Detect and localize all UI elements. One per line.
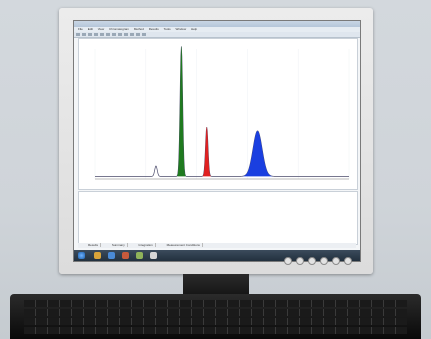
explorer-icon[interactable]	[94, 252, 101, 259]
key-row	[24, 309, 407, 316]
table-row[interactable]	[93, 220, 237, 224]
toolbar-icon[interactable]	[94, 33, 98, 36]
toolbar-icon[interactable]	[130, 33, 134, 36]
menu-item-edit[interactable]: Edit	[87, 27, 93, 31]
browser-icon[interactable]	[108, 252, 115, 259]
toolbar-icon[interactable]	[118, 33, 122, 36]
toolbar-icon[interactable]	[136, 33, 140, 36]
results-table	[78, 191, 358, 245]
toolbar-icon[interactable]	[106, 33, 110, 36]
chromatogram-trace	[95, 46, 349, 177]
menu-bar: File Edit View Chromatogram Method Resul…	[74, 27, 360, 32]
tab-results[interactable]: Results	[86, 243, 102, 247]
keyboard	[10, 294, 421, 339]
start-button-icon[interactable]	[78, 252, 85, 259]
tab-summary[interactable]: Summary	[109, 243, 128, 247]
chromatogram-peak	[242, 130, 273, 177]
monitor-button[interactable]	[284, 257, 292, 265]
chromatography-app-icon[interactable]	[150, 252, 157, 259]
table-row[interactable]	[93, 208, 237, 212]
toolbar-icon[interactable]	[112, 33, 116, 36]
tab-measurement-conditions[interactable]: Measurement Conditions	[164, 243, 203, 247]
table-row[interactable]	[93, 214, 237, 218]
chromatogram-plot	[94, 46, 350, 180]
menu-item-tools[interactable]: Tools	[163, 27, 171, 31]
tab-integration[interactable]: Integration	[136, 243, 156, 247]
app-icon[interactable]	[136, 252, 143, 259]
table-row[interactable]	[93, 226, 237, 230]
power-button[interactable]	[344, 257, 352, 265]
chromatogram-peak	[202, 127, 211, 177]
results-tabs: Results Summary Integration Measurement …	[78, 243, 356, 248]
menu-item-method[interactable]: Method	[133, 27, 144, 31]
key-row	[24, 300, 407, 307]
toolbar-icon[interactable]	[82, 33, 86, 36]
toolbar-icon[interactable]	[124, 33, 128, 36]
menu-item-results[interactable]: Results	[148, 27, 159, 31]
menu-item-view[interactable]: View	[97, 27, 105, 31]
taskbar	[74, 250, 360, 261]
toolbar-icon[interactable]	[76, 33, 80, 36]
table-row[interactable]	[93, 202, 237, 206]
key-row	[24, 327, 407, 334]
chromatogram-peak	[177, 46, 186, 177]
menu-item-help[interactable]: Help	[190, 27, 198, 31]
menu-item-file[interactable]: File	[78, 27, 83, 31]
chromatogram-pane	[78, 38, 358, 190]
menu-item-chromatogram[interactable]: Chromatogram	[109, 27, 130, 31]
monitor-button[interactable]	[296, 257, 304, 265]
toolbar-icon[interactable]	[100, 33, 104, 36]
toolbar-icon[interactable]	[142, 33, 146, 36]
menu-item-window[interactable]: Window	[175, 27, 187, 31]
monitor-button[interactable]	[308, 257, 316, 265]
app-icon[interactable]	[122, 252, 129, 259]
toolbar-icon[interactable]	[88, 33, 92, 36]
toolbar	[74, 32, 360, 38]
key-row	[24, 318, 407, 325]
window-titlebar	[74, 21, 360, 27]
monitor-screen: File Edit View Chromatogram Method Resul…	[73, 20, 361, 262]
monitor-button[interactable]	[332, 257, 340, 265]
monitor-button[interactable]	[320, 257, 328, 265]
